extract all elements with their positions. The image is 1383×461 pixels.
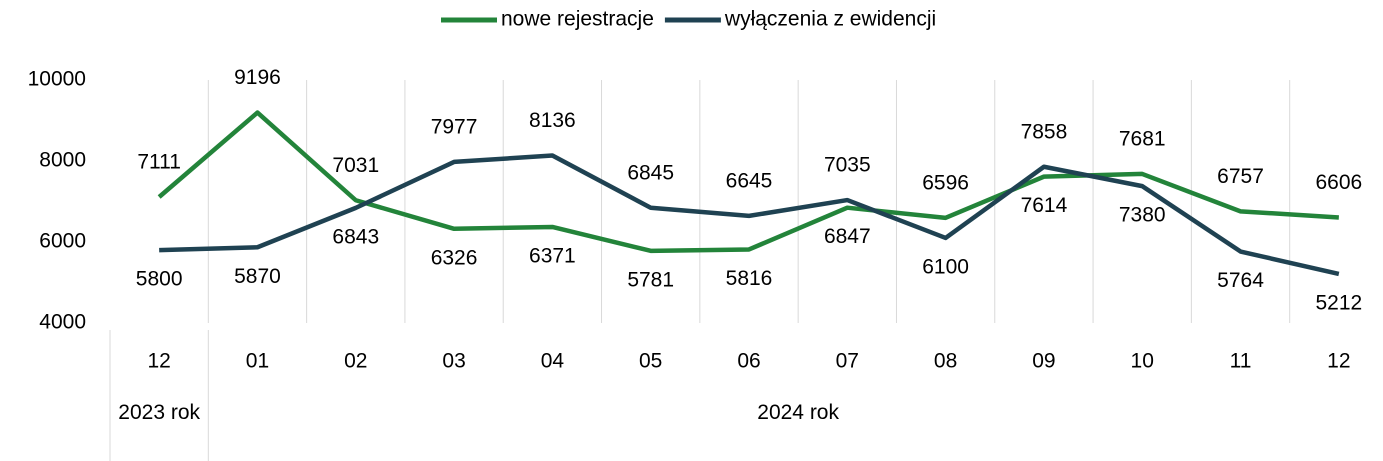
data-label: 6757 [1217, 165, 1264, 188]
y-tick-label: 6000 [39, 230, 86, 253]
data-label: 6606 [1315, 171, 1362, 194]
x-tick-label: 05 [639, 350, 662, 373]
x-tick-label: 02 [344, 350, 367, 373]
data-label: 9196 [234, 66, 281, 89]
data-label: 6596 [922, 171, 969, 194]
data-label: 5870 [234, 265, 281, 288]
data-label: 5816 [726, 267, 773, 290]
data-label: 7380 [1119, 204, 1166, 227]
x-tick-label: 01 [246, 350, 269, 373]
data-label: 7858 [1021, 120, 1068, 143]
group-label-box: 2024 rok [757, 401, 839, 424]
data-label: 7614 [1021, 194, 1068, 217]
data-label: 7111 [137, 151, 181, 174]
data-label: 6843 [332, 225, 379, 248]
legend-label: nowe rejestracje [501, 8, 654, 31]
y-tick-label: 10000 [28, 68, 86, 91]
y-tick-label: 4000 [39, 311, 86, 334]
x-tick-label: 04 [541, 350, 565, 373]
data-label: 5800 [136, 268, 183, 291]
data-label: 8136 [529, 109, 576, 132]
data-label: 6371 [529, 245, 576, 268]
data-label: 7977 [431, 115, 478, 138]
data-label: 6845 [627, 161, 674, 184]
group-label: 2023 rok [118, 401, 201, 424]
data-label: 5212 [1315, 291, 1362, 314]
data-label: 7031 [332, 154, 379, 177]
x-tick-label: 12 [147, 350, 170, 373]
data-label: 6645 [726, 169, 773, 192]
line-series [159, 153, 1340, 277]
data-label: 6847 [824, 225, 871, 248]
x-tick-label: 12 [1327, 350, 1350, 373]
x-tick-label: 03 [442, 350, 465, 373]
x-tick-label: 10 [1131, 350, 1154, 373]
x-tick-label: 07 [836, 350, 859, 373]
data-label: 7681 [1119, 127, 1166, 150]
y-tick-label: 8000 [39, 149, 86, 172]
x-tick-label: 11 [1230, 350, 1252, 373]
x-tick-label: 08 [934, 350, 957, 373]
data-label: 6326 [431, 246, 478, 269]
x-tick-label: 06 [737, 350, 760, 373]
legend-label: wyłączenia z ewidencji [724, 8, 936, 31]
x-tick-label: 09 [1032, 350, 1055, 373]
group-label-box: 2023 rok [118, 401, 201, 424]
line-series [157, 110, 1339, 254]
group-label: 2024 rok [757, 401, 839, 424]
data-label: 5764 [1217, 269, 1264, 292]
data-label: 7035 [824, 154, 871, 177]
data-label: 6100 [922, 255, 969, 278]
data-label: 5781 [627, 268, 674, 291]
